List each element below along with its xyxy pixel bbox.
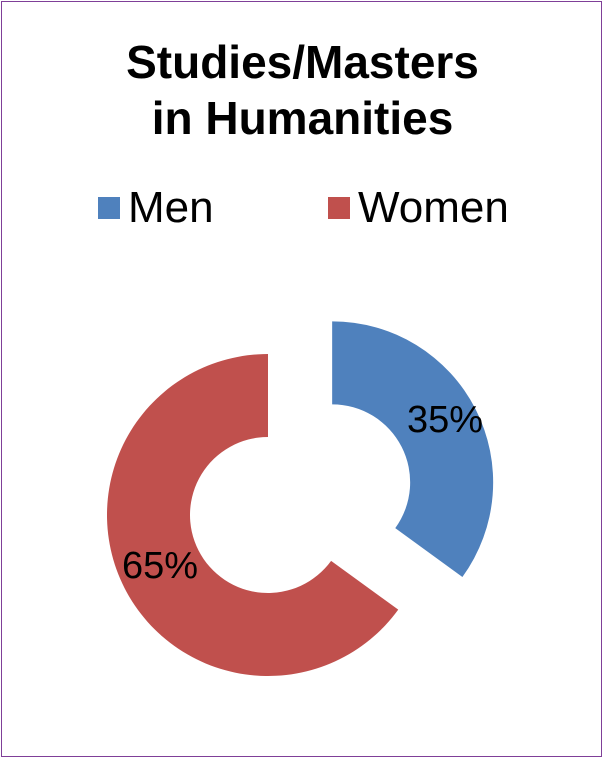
donut-data-labels: 35% 65% [122, 399, 483, 587]
legend-item-women: Women [328, 182, 509, 234]
legend-label-men: Men [128, 183, 214, 232]
legend-swatch-men [98, 197, 120, 219]
chart-title: Studies/Masters in Humanities [0, 34, 605, 146]
legend-item-men: Men [98, 182, 214, 234]
donut-slice-men [332, 321, 494, 577]
data-label-women: 65% [122, 545, 198, 587]
legend-label-women: Women [358, 183, 509, 232]
legend-swatch-women [328, 197, 350, 219]
chart-title-line-2: in Humanities [151, 92, 454, 144]
donut-slices [106, 321, 494, 676]
chart-title-line-1: Studies/Masters [126, 36, 479, 88]
data-label-men: 35% [407, 399, 483, 441]
donut-slice-women [106, 354, 399, 676]
